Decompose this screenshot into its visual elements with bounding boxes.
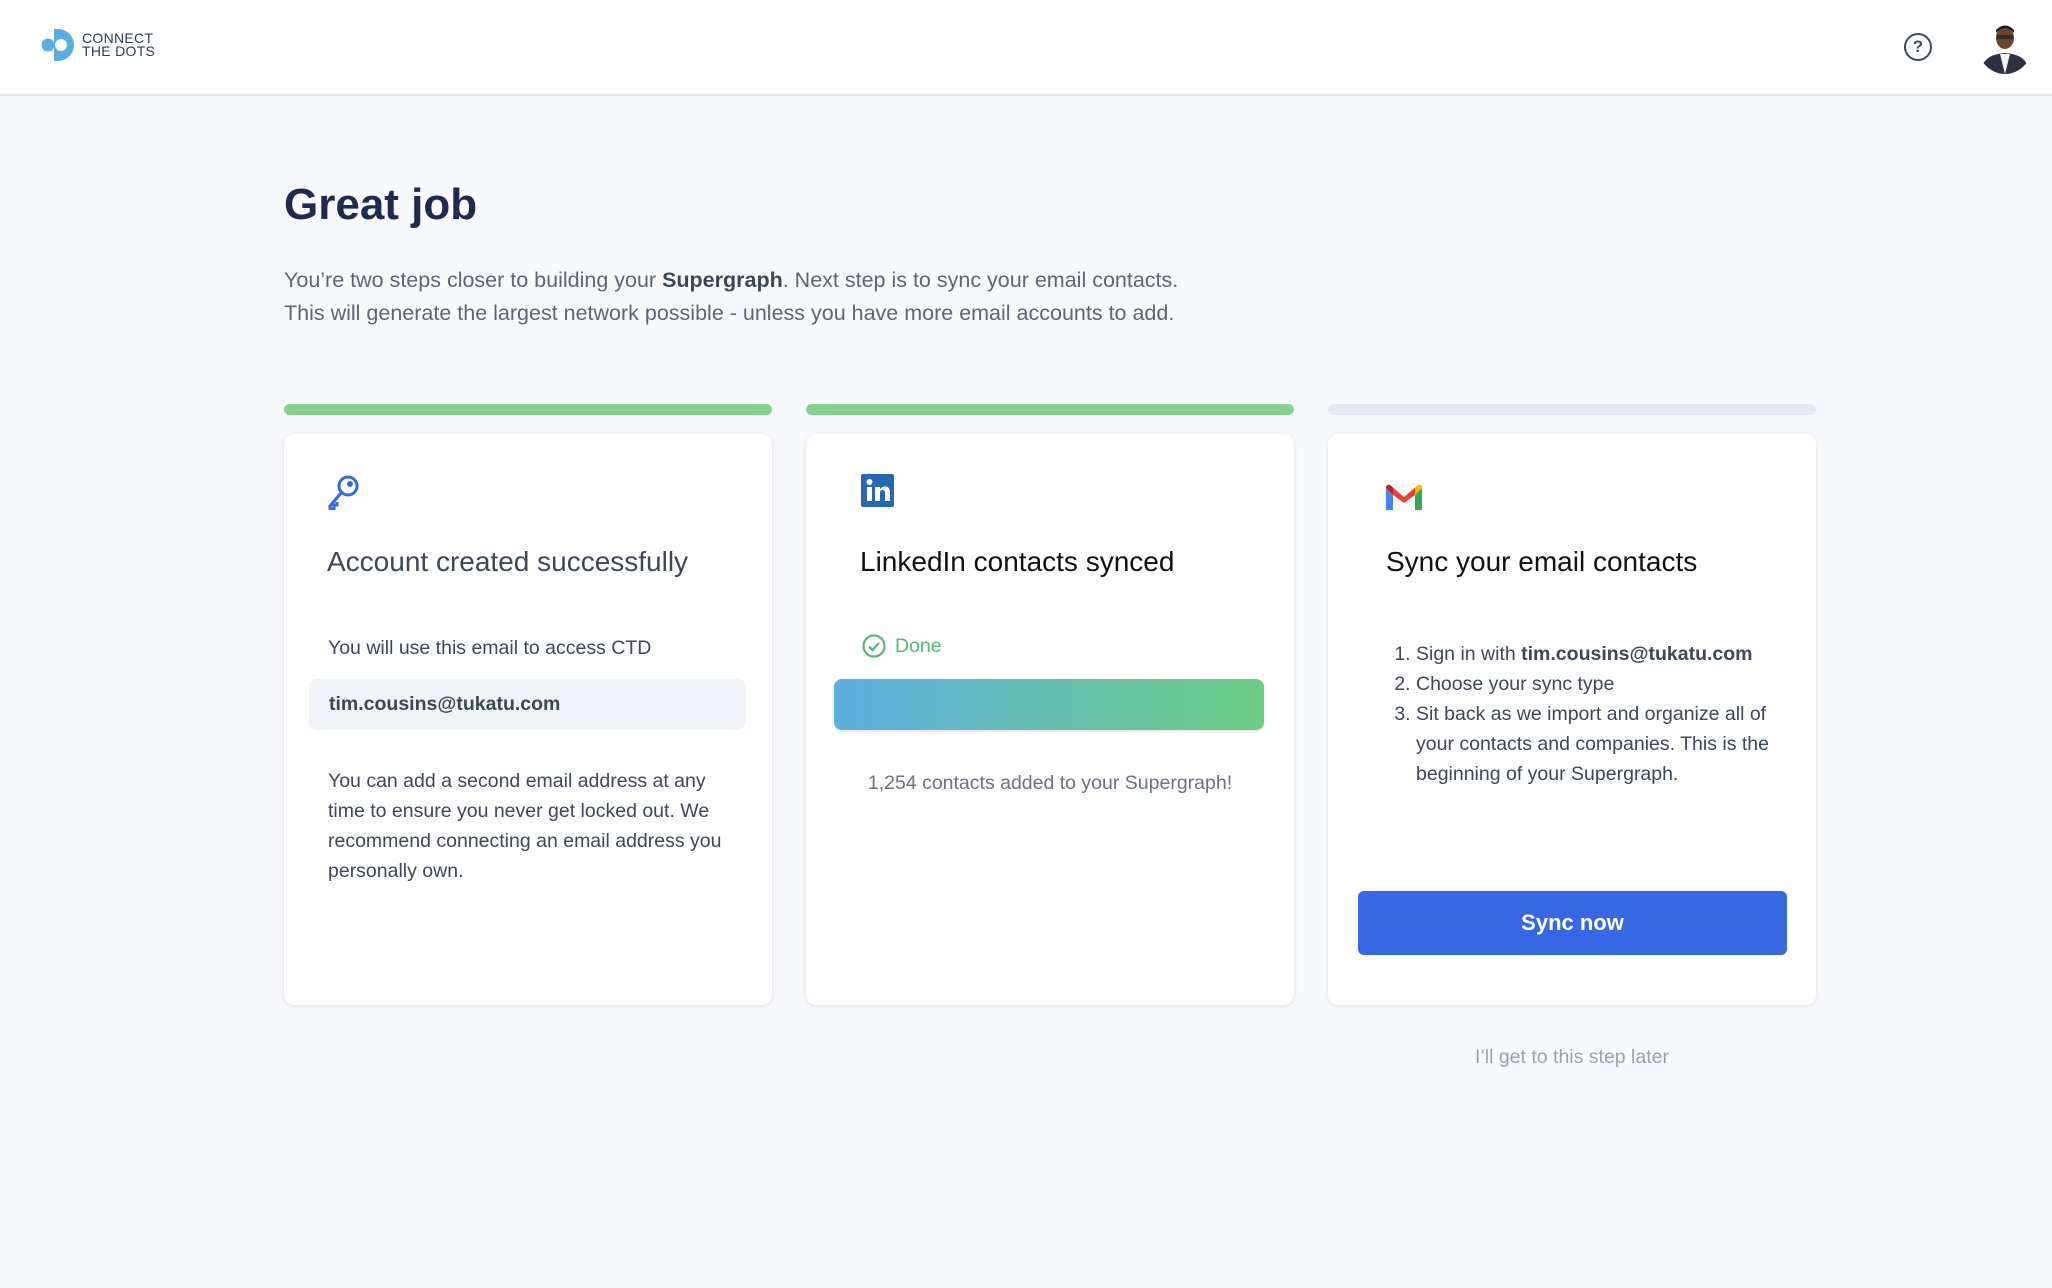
- list-item: Sit back as we import and organize all o…: [1416, 699, 1778, 789]
- logo-line2: THE DOTS: [82, 43, 156, 59]
- card-title: LinkedIn contacts synced: [860, 546, 1175, 577]
- status-text: Done: [895, 634, 942, 657]
- sync-steps-list: Sign in with tim.cousins@tukatu.com Choo…: [1388, 639, 1778, 789]
- question-circle-icon[interactable]: ?: [1904, 33, 1932, 61]
- step-email: tim.cousins@tukatu.com: [1521, 643, 1753, 665]
- step-text: Choose your sync type: [1416, 673, 1615, 695]
- email-sync-card: Sync your email contacts Sign in with ti…: [1328, 434, 1816, 1005]
- step-text: Sit back as we import and organize all o…: [1416, 703, 1769, 785]
- card-title: Account created successfully: [327, 546, 689, 577]
- sync-progress-fill: [834, 679, 1264, 730]
- linkedin-icon: [861, 474, 894, 507]
- list-item: Choose your sync type: [1416, 669, 1778, 699]
- logo-mark-icon: [41, 29, 74, 61]
- list-item: Sign in with tim.cousins@tukatu.com: [1416, 639, 1778, 669]
- subtitle-text: . Next step is to sync your email contac…: [782, 268, 1179, 292]
- page-subtitle: You’re two steps closer to building your…: [284, 264, 1178, 330]
- sync-progress-bar: [834, 679, 1264, 730]
- gmail-icon: [1386, 484, 1422, 510]
- email-field: tim.cousins@tukatu.com: [309, 679, 746, 730]
- email-label: You will use this email to access CTD: [328, 637, 652, 659]
- skip-step-link[interactable]: I’ll get to this step later: [1474, 1046, 1669, 1068]
- linkedin-card: LinkedIn contacts synced Done 1,254 cont…: [806, 434, 1294, 1005]
- logo[interactable]: CONNECT THE DOTS: [40, 28, 155, 62]
- avatar[interactable]: [1978, 18, 2032, 74]
- key-icon: [328, 475, 359, 510]
- contacts-result: 1,254 contacts added to your Supergraph!: [867, 772, 1233, 794]
- subtitle-text: You’re two steps closer to building your: [284, 268, 663, 292]
- check-circle-icon: [862, 634, 886, 658]
- subtitle-bold: Supergraph: [662, 268, 783, 292]
- email-note: You can add a second email address at an…: [328, 770, 722, 882]
- sync-now-button[interactable]: Sync now: [1358, 891, 1787, 955]
- page-title: Great job: [284, 180, 478, 229]
- step-progress-1: [284, 404, 772, 415]
- subtitle-line2: This will generate the largest network p…: [284, 301, 1175, 325]
- account-card: Account created successfully You will us…: [284, 434, 772, 1005]
- step-progress-3: [1328, 404, 1816, 415]
- step-text: Sign in with: [1416, 643, 1522, 665]
- logo-line1: CONNECT: [82, 30, 154, 46]
- card-title: Sync your email contacts: [1386, 546, 1698, 577]
- step-progress-2: [806, 404, 1294, 415]
- status-badge: Done: [862, 634, 942, 658]
- top-header: CONNECT THE DOTS ?: [0, 0, 2052, 96]
